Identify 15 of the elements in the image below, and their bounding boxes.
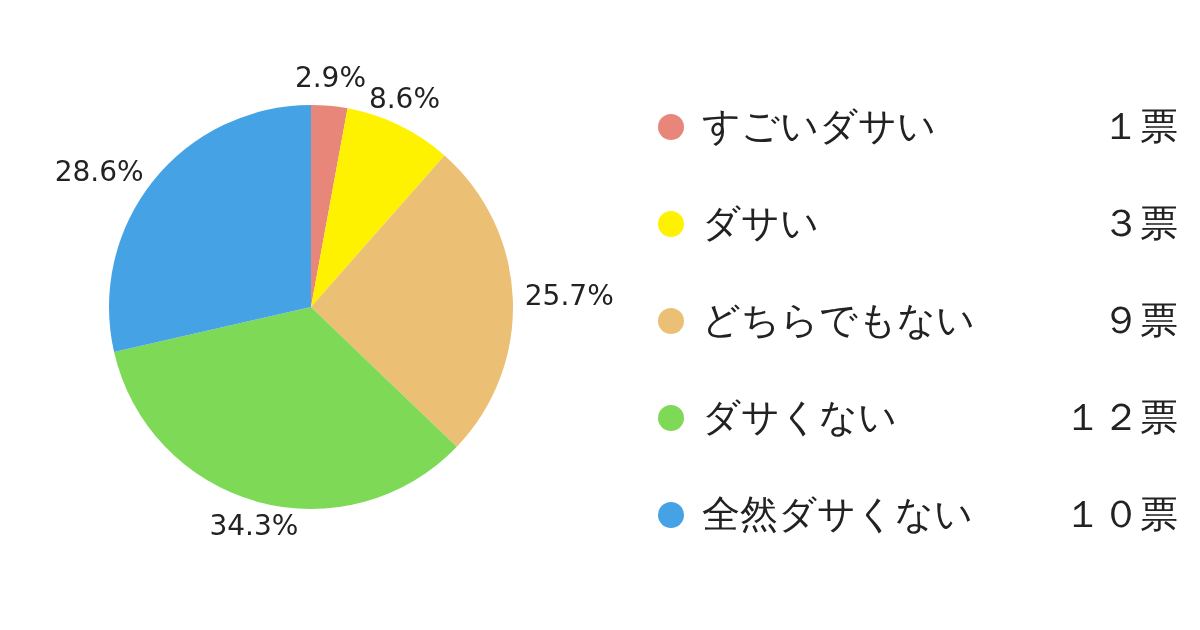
data-label: 28.6%: [54, 154, 144, 188]
text: １票: [1102, 103, 1178, 150]
data-label: 2.9%: [294, 61, 367, 95]
data-label: 25.7%: [524, 279, 614, 313]
text: ３票: [1102, 200, 1178, 247]
data-label: 8.6%: [368, 81, 441, 115]
legend-label: ダサくない: [702, 394, 898, 441]
legend-label: 全然ダサくない: [702, 491, 974, 538]
text: １２票: [1064, 394, 1178, 441]
legend-label: すごいダサい: [702, 103, 937, 150]
data-label: 34.3%: [209, 508, 299, 542]
legend-label: ダサい: [702, 200, 820, 247]
legend-label: どちらでもない: [702, 297, 976, 344]
text: １０票: [1064, 491, 1178, 538]
text: ９票: [1102, 297, 1178, 344]
